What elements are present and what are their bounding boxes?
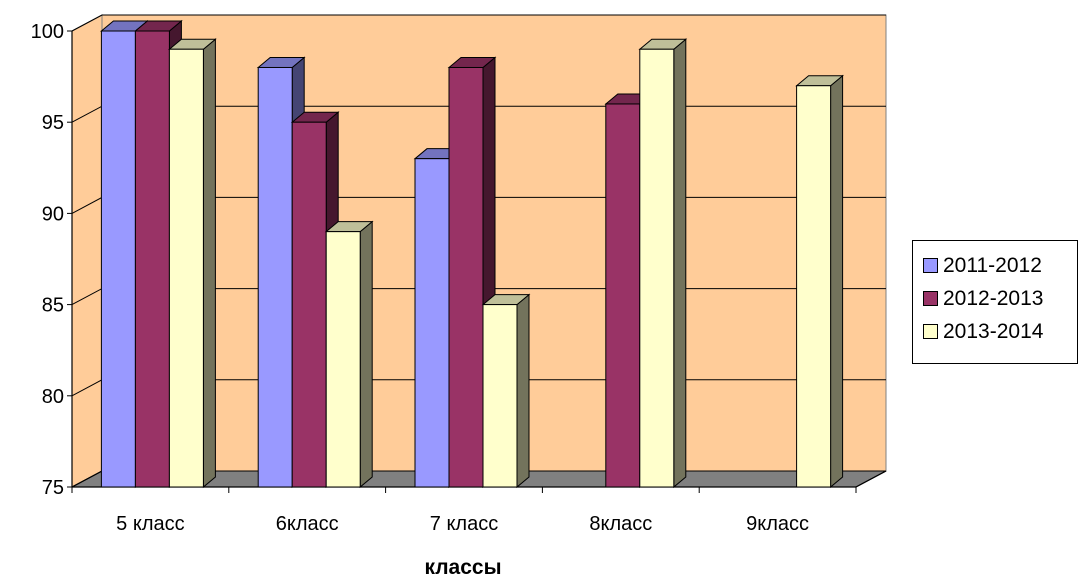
- legend-label: 2011-2012: [943, 253, 1042, 277]
- bar-front: [482, 304, 518, 488]
- y-tick-label: 80: [42, 386, 64, 408]
- bars: [100, 19, 844, 489]
- legend-item: 2011-2012: [923, 249, 1077, 282]
- floor-edge: [855, 470, 887, 488]
- bar-front: [325, 231, 361, 488]
- bar-front: [639, 48, 675, 488]
- bar-side: [516, 293, 530, 489]
- legend-label: 2013-2014: [943, 319, 1044, 343]
- x-axis-title: классы: [424, 556, 501, 579]
- x-tick-label: 6класс: [276, 513, 339, 535]
- bar: [795, 74, 844, 489]
- y-tick-label: 95: [42, 112, 64, 134]
- x-tick-label: 9класс: [746, 513, 809, 535]
- x-tick-label: 7 класс: [430, 513, 498, 535]
- bar: [481, 293, 531, 489]
- bar-front: [257, 66, 293, 488]
- bar-front: [168, 48, 204, 488]
- legend-swatch: [923, 291, 938, 306]
- legend-item: 2012-2013: [923, 282, 1077, 315]
- gridline: [71, 14, 886, 32]
- legend: 2011-2012 2012-2013 2013-2014: [912, 240, 1078, 364]
- y-tick-label: 75: [42, 477, 64, 499]
- side-wall: [71, 14, 103, 488]
- bar-front: [605, 103, 641, 488]
- bar-front: [100, 30, 136, 488]
- bar-front: [448, 66, 484, 488]
- floor-edge: [71, 470, 103, 488]
- y-tick-labels: 75 80 85 90 95 100: [31, 21, 64, 499]
- bar-side: [359, 220, 373, 489]
- bar-front: [291, 121, 327, 488]
- bar-front: [414, 158, 450, 488]
- bar: [638, 38, 688, 489]
- legend-swatch: [923, 324, 938, 339]
- x-tick-labels: 5 класс 6класс 7 класс 8класс 9класс: [116, 513, 809, 535]
- legend-label: 2012-2013: [943, 286, 1044, 310]
- x-tick-label: 5 класс: [116, 513, 184, 535]
- bar-side: [673, 38, 687, 489]
- bar-front: [796, 85, 832, 488]
- x-tick-label: 8класс: [589, 513, 652, 535]
- y-tick-label: 85: [42, 295, 64, 317]
- bar-side: [202, 38, 216, 489]
- bar-front: [134, 30, 170, 488]
- bar: [324, 220, 374, 489]
- legend-swatch: [923, 258, 938, 273]
- legend-item: 2013-2014: [923, 315, 1077, 348]
- y-tick-label: 100: [31, 21, 64, 43]
- bar: [168, 38, 217, 489]
- y-tick-label: 90: [42, 203, 64, 225]
- bar-side: [830, 74, 844, 489]
